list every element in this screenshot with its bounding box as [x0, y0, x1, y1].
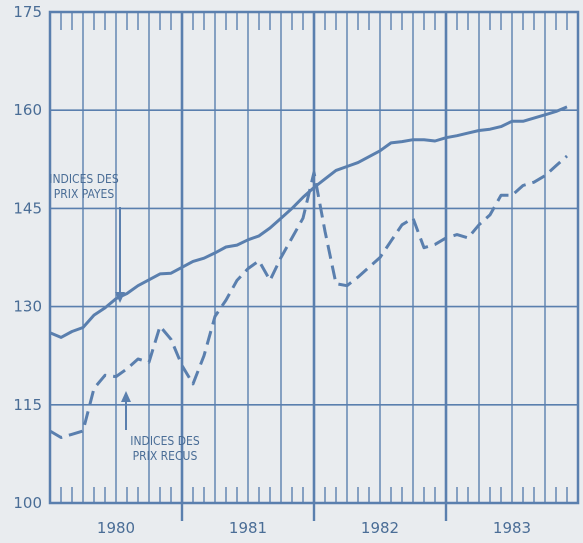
- x-year-label: 1983: [493, 519, 531, 537]
- x-axis-tick-labels: 1980 1981 1982 1983: [97, 519, 531, 537]
- y-tick-label: 175: [13, 3, 42, 21]
- y-tick-label: 115: [13, 396, 42, 414]
- y-tick-label: 100: [13, 494, 42, 512]
- series-prix-recus-line: [49, 154, 568, 439]
- annotation-prix-recus-line1: INDICES DES: [130, 434, 200, 448]
- x-year-label: 1981: [229, 519, 267, 537]
- y-tick-label: 160: [13, 101, 42, 119]
- series-layer: [49, 105, 568, 439]
- x-year-label: 1980: [97, 519, 135, 537]
- annotation-prix-payes-line1: INDICES DES: [49, 172, 119, 186]
- y-tick-label: 130: [13, 298, 42, 316]
- grid: [48, 10, 580, 521]
- annotation-prix-recus-arrowhead: [121, 391, 131, 402]
- annotation-prix-recus-line2: PRIX RECUS: [133, 449, 198, 463]
- annotation-prix-payes-line2: PRIX PAYES: [54, 187, 115, 201]
- y-tick-label: 145: [13, 199, 42, 217]
- y-axis-tick-labels: 100 115 130 145 160 175: [13, 3, 42, 512]
- x-year-label: 1982: [361, 519, 399, 537]
- annotation-prix-payes-arrowhead: [115, 292, 125, 303]
